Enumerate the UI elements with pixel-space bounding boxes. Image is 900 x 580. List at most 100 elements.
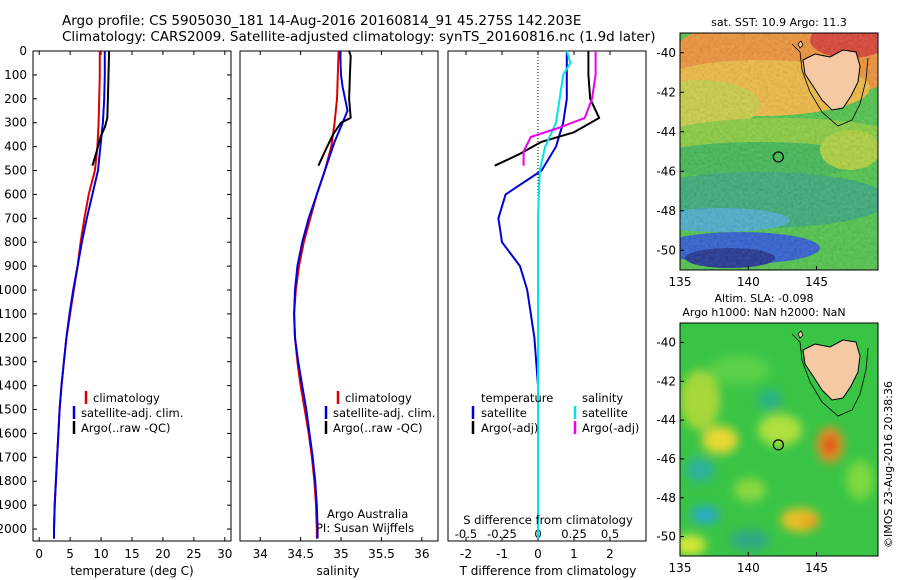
series-line-argo-raw-qc [91,50,111,166]
salinity-legend: climatology satellite-adj. clim. Argo(..… [324,391,435,435]
salinity-series [293,50,352,539]
argo-float-marker [772,439,784,451]
depth-tick-label: 0 [19,44,27,58]
lon-tick-label: 145 [805,275,828,289]
salinity-xlabel: salinity [316,564,359,578]
sla-map-panel: Altim. SLA: -0.098 Argo h1000: NaN h2000… [656,292,895,575]
lat-tick-label: -50 [656,243,676,257]
temperature-xlabel: temperature (deg C) [70,564,193,578]
x-tick-label: 34 [253,547,268,561]
depth-tick-label: 400 [4,140,27,154]
legend-label-argo: Argo(..raw -QC) [333,421,423,435]
lat-tick-label: -48 [656,491,676,505]
x-tick-label: 35.5 [368,547,395,561]
figure-title-line1: Argo profile: CS 5905030_181 14-Aug-2016… [62,13,581,29]
lon-tick-label: 135 [669,275,692,289]
depth-tick-label: 100 [4,68,27,82]
imos-credit: ©IMOS 23-Aug-2016 20:38:36 [882,381,895,548]
lon-tick-label: 140 [737,275,760,289]
temperature-axes-frame [32,50,232,542]
sst-map-frame [679,32,879,271]
legend-label-climatology: climatology [345,391,412,405]
depth-tick-label: 1200 [0,331,27,345]
x-tick-label: 25 [186,547,201,561]
s-difference-label: S difference from climatology [463,513,633,527]
legend-label-satellite: satellite-adj. clim. [81,406,183,420]
s-difference-tick-label: -0.25 [487,527,517,541]
s-difference-tick-label: -0.5 [455,527,477,541]
lat-tick-label: -50 [656,530,676,544]
depth-tick-label: 1600 [0,426,27,440]
x-tick-label: 36 [414,547,429,561]
continental-shelf-contour [791,333,869,417]
legend-label-t-argo: Argo(-adj) [481,421,538,435]
x-tick-label: 1 [570,547,578,561]
x-tick-label: 15 [124,547,139,561]
difference-series [494,50,601,539]
x-tick-label: 10 [93,547,108,561]
depth-tick-label: 1500 [0,403,27,417]
sst-lat-tick-labels: -40 -42 -44 -46 -48 -50 [656,46,684,257]
depth-tick-label: 200 [4,92,27,106]
temperature-legend: climatology satellite-adj. clim. Argo(..… [72,391,183,435]
sla-lon-tick-labels: 135 140 145 [669,552,828,575]
sst-map-title: sat. SST: 10.9 Argo: 11.3 [711,16,847,29]
depth-tick-label: 1900 [0,498,27,512]
s-difference-tick-labels: -0.5 -0.25 0 0.25 0.5 [455,527,619,541]
argo-float-marker [772,151,784,163]
lon-tick-label: 145 [805,561,828,575]
legend-label-t-satellite: satellite [481,406,527,420]
x-tick-label: 35 [333,547,348,561]
series-line-s-argo-adj [522,51,597,166]
depth-tick-label: 300 [4,116,27,130]
lon-tick-label: 135 [669,561,692,575]
depth-tick-label: 1000 [0,283,27,297]
legend-label-argo: Argo(..raw -QC) [81,421,171,435]
x-tick-label: 0 [534,547,542,561]
sst-map-panel: sat. SST: 10.9 Argo: 11.3 135 140 145 -40-… [656,16,879,289]
difference-panel: -2 -1 0 1 2 -0.5 -0.25 0 0.25 0.5 S difference f… [447,50,647,578]
lat-tick-label: -40 [656,335,676,349]
difference-axes-frame [447,50,647,542]
depth-tick-label: 1100 [0,307,27,321]
sla-lat-tick-labels: -40 -42 -44 -46 -48 -50 [656,335,684,544]
depth-tick-label: 900 [4,259,27,273]
tasmania-landmass [802,339,861,401]
temperature-tick-labels: 0 5 10 15 20 25 30 [35,51,232,561]
legend-title-salinity: salinity [582,391,623,405]
lat-tick-label: -44 [656,413,676,427]
sla-map-frame [679,322,879,557]
lat-tick-label: -46 [656,452,676,466]
series-line-s-satellite [537,50,572,539]
legend-label-s-argo: Argo(-adj) [582,421,639,435]
figure-title-line2: Climatology: CARS2009. Satellite-adjuste… [62,29,655,45]
series-line-argo-raw-qc [317,50,352,167]
x-tick-label: 30 [217,547,232,561]
difference-legend: temperature salinity satellite Argo(-adj… [471,391,639,435]
lat-tick-label: -48 [656,204,676,218]
x-tick-label: 0 [35,547,43,561]
lat-tick-label: -46 [656,164,676,178]
king-island [797,330,804,339]
continental-shelf-contour [791,43,869,127]
depth-tick-label: 1700 [0,450,27,464]
depth-tick-label: 1800 [0,474,27,488]
x-tick-label: 20 [155,547,170,561]
lat-tick-label: -42 [656,85,676,99]
temperature-panel: 0100200300400500600700800900100011001200… [0,44,646,578]
x-tick-label: 2 [606,547,614,561]
depth-tick-label: 800 [4,235,27,249]
legend-label-climatology: climatology [93,391,160,405]
depth-tick-label: 2000 [0,522,27,536]
legend-label-s-satellite: satellite [582,406,628,420]
depth-tick-label: 700 [4,211,27,225]
sst-lon-tick-labels: 135 140 145 [669,266,828,289]
salinity-annotation-line2: PI: Susan Wijffels [316,521,414,535]
x-tick-label: 5 [66,547,74,561]
depth-tick-label: 1400 [0,379,27,393]
tasmania-landmass [802,49,861,111]
legend-label-satellite: satellite-adj. clim. [333,406,435,420]
lat-tick-label: -44 [656,125,676,139]
depth-tick-label: 600 [4,187,27,201]
